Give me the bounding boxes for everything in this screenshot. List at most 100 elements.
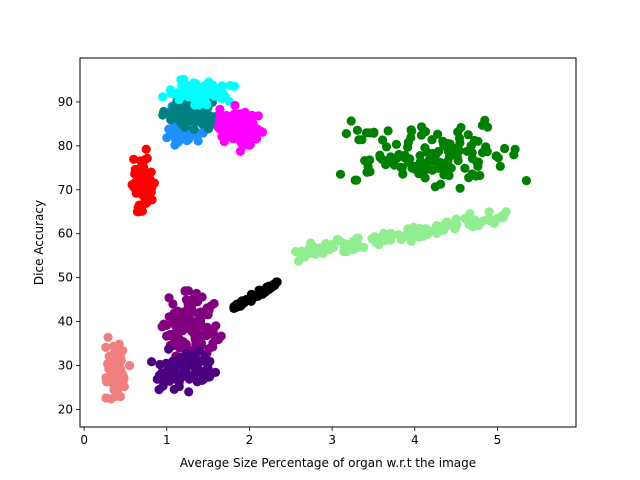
scatter-point xyxy=(183,370,193,380)
scatter-point xyxy=(197,292,207,302)
scatter-point xyxy=(415,163,425,173)
scatter-point xyxy=(152,374,162,384)
scatter-point xyxy=(272,277,282,287)
scatter-point xyxy=(186,315,196,325)
scatter-point xyxy=(329,242,339,252)
scatter-point xyxy=(427,135,437,145)
scatter-point xyxy=(208,326,218,336)
y-tick-label: 90 xyxy=(58,95,73,109)
scatter-point xyxy=(455,183,465,193)
scatter-point xyxy=(484,207,494,217)
scatter-point xyxy=(162,373,172,383)
scatter-point xyxy=(172,88,182,98)
y-tick-label: 60 xyxy=(58,227,73,241)
scatter-point xyxy=(363,162,373,172)
scatter-point xyxy=(466,214,476,224)
scatter-point xyxy=(189,78,199,88)
scatter-point xyxy=(236,133,246,143)
scatter-point xyxy=(381,160,391,170)
scatter-point xyxy=(118,346,128,356)
scatter-point xyxy=(416,130,426,140)
scatter-point xyxy=(383,126,393,136)
scatter-point xyxy=(346,116,356,126)
scatter-point xyxy=(350,175,360,185)
scatter-point xyxy=(176,323,186,333)
y-tick-label: 20 xyxy=(58,402,73,416)
y-tick-label: 70 xyxy=(58,183,73,197)
scatter-point xyxy=(381,142,392,152)
x-axis: 0 1 2 3 4 5 xyxy=(80,427,501,447)
scatter-point xyxy=(205,356,215,366)
scatter-point xyxy=(141,144,151,154)
cluster xyxy=(158,74,240,110)
scatter-point xyxy=(500,143,510,154)
scatter-point xyxy=(443,156,453,166)
scatter-point xyxy=(375,152,385,162)
x-tick-label: 4 xyxy=(411,433,419,447)
cluster xyxy=(229,277,282,313)
scatter-point xyxy=(214,124,224,134)
scatter-point xyxy=(217,132,227,142)
scatter-point xyxy=(195,317,205,327)
scatter-point xyxy=(155,359,165,370)
scatter-point xyxy=(225,80,235,91)
scatter-point xyxy=(106,394,116,404)
scatter-point xyxy=(140,179,150,189)
scatter-point xyxy=(203,364,213,374)
scatter-point xyxy=(103,332,113,342)
x-axis-label: Average Size Percentage of organ w.r.t t… xyxy=(180,456,476,470)
scatter-point xyxy=(400,150,410,160)
scatter-point xyxy=(415,151,425,161)
scatter-point xyxy=(159,109,169,119)
scatter-point xyxy=(147,357,157,367)
scatter-point xyxy=(178,337,188,347)
scatter-point xyxy=(169,333,179,343)
scatter-point xyxy=(205,371,215,381)
scatter-point xyxy=(248,118,258,128)
scatter-point xyxy=(169,384,179,394)
y-axis-label: Dice Accuracy xyxy=(32,200,46,285)
scatter-point xyxy=(184,323,194,333)
cluster xyxy=(213,100,268,156)
scatter-point xyxy=(186,296,196,306)
scatter-point xyxy=(187,114,197,124)
scatter-point xyxy=(125,361,135,371)
scatter-point xyxy=(217,81,227,91)
scatter-point xyxy=(404,157,414,167)
scatter-point xyxy=(391,139,401,149)
scatter-point xyxy=(166,115,176,125)
scatter-point xyxy=(129,154,139,164)
scatter-point xyxy=(335,169,346,179)
cluster xyxy=(101,332,135,404)
scatter-point xyxy=(460,163,470,173)
scatter-point xyxy=(510,144,520,154)
scatter-point xyxy=(379,228,389,238)
scatter-point xyxy=(365,128,375,138)
scatter-point xyxy=(114,371,124,381)
scatter-point xyxy=(134,207,144,217)
scatter-point xyxy=(496,212,506,222)
scatter-point xyxy=(445,139,455,149)
scatter-point xyxy=(183,361,193,371)
scatter-point xyxy=(473,221,484,231)
scatter-point xyxy=(239,298,249,308)
scatter-point xyxy=(182,136,192,146)
scatter-point xyxy=(385,235,395,245)
scatter-point xyxy=(451,143,462,154)
scatter-point xyxy=(189,124,199,134)
scatter-point xyxy=(158,92,168,102)
scatter-point xyxy=(467,169,477,179)
scatter-point xyxy=(197,338,207,349)
scatter-point xyxy=(245,140,255,150)
scatter-point xyxy=(332,234,342,245)
scatter-point xyxy=(430,182,440,192)
scatter-point xyxy=(203,124,214,134)
scatter-point xyxy=(110,342,120,352)
scatter-point xyxy=(341,129,351,139)
scatter-point xyxy=(234,109,244,119)
scatter-point xyxy=(303,246,313,256)
y-tick-label: 30 xyxy=(58,359,73,373)
scatter-point xyxy=(192,328,202,338)
scatter-point xyxy=(351,239,361,249)
scatter-point xyxy=(448,219,458,229)
